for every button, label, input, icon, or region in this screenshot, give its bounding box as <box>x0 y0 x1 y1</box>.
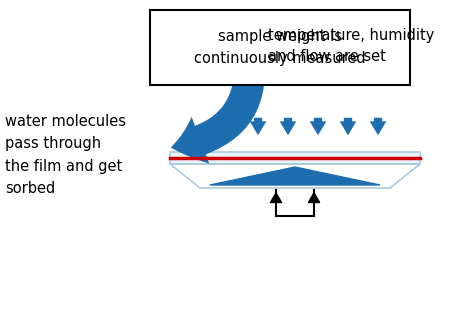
Text: temperature, humidity
and flow are set: temperature, humidity and flow are set <box>268 28 434 64</box>
Bar <box>150 10 410 85</box>
FancyArrowPatch shape <box>310 118 326 135</box>
FancyArrowPatch shape <box>309 193 319 203</box>
Bar <box>170 152 420 164</box>
Text: water molecules
pass through
the film and get
sorbed: water molecules pass through the film an… <box>5 114 126 196</box>
FancyArrowPatch shape <box>171 34 265 163</box>
Polygon shape <box>210 167 380 185</box>
FancyArrowPatch shape <box>280 118 296 135</box>
FancyArrowPatch shape <box>370 118 386 135</box>
FancyArrowPatch shape <box>340 118 356 135</box>
FancyArrowPatch shape <box>250 118 266 135</box>
FancyArrowPatch shape <box>271 193 282 203</box>
Text: sample weight is
continuously measured: sample weight is continuously measured <box>194 29 366 65</box>
